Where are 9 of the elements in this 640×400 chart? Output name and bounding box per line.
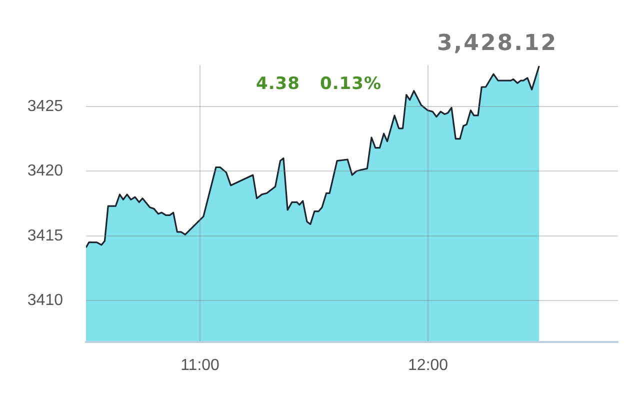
y-tick-label: 3420 xyxy=(27,162,64,180)
text: 3,428.12 xyxy=(437,31,558,56)
y-tick-label: 3410 xyxy=(27,292,64,309)
y-tick-label: 3415 xyxy=(27,227,64,244)
annotation: 0.13% xyxy=(320,74,382,94)
x-tick-label: 11:00 xyxy=(180,357,220,374)
y-tick-label: 3425 xyxy=(27,98,64,115)
x-tick-label: 12:00 xyxy=(408,357,448,374)
annotation: 4.38 xyxy=(256,74,300,94)
